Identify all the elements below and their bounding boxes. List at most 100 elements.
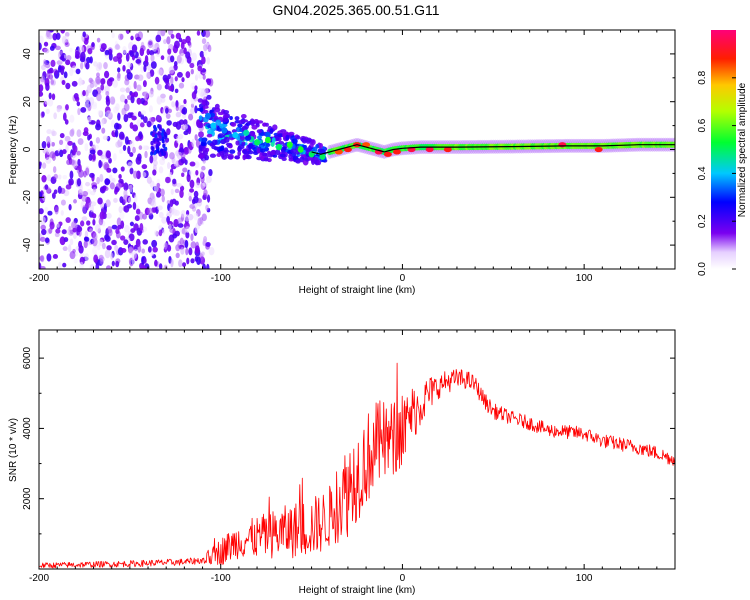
heatmap-noise-cell	[202, 94, 206, 101]
heatmap-cell	[265, 122, 269, 127]
heatmap-noise-cell	[173, 61, 178, 67]
x-tick-label: 0	[400, 573, 406, 584]
heatmap-noise-cell	[75, 96, 80, 102]
heatmap-noise-cell	[124, 136, 129, 145]
heatmap-noise-cell	[140, 97, 145, 105]
heatmap-peak	[275, 143, 282, 151]
heatmap-noise-cell	[128, 246, 134, 255]
heatmap-noise-cell	[39, 35, 44, 44]
heatmap-cell	[242, 119, 249, 123]
heatmap-noise-cell	[88, 77, 93, 84]
heatmap-noise-cell	[148, 90, 154, 98]
heatmap-noise-cell	[125, 30, 130, 35]
heatmap-noise-cell	[82, 131, 89, 137]
heatmap-noise-cell	[167, 48, 172, 55]
heatmap-noise-cell	[152, 246, 158, 253]
heatmap-noise-cell	[170, 258, 174, 268]
heatmap-noise-cell	[87, 48, 93, 55]
heatmap-noise-cell	[175, 252, 180, 259]
heatmap-cell	[219, 146, 224, 151]
heatmap-noise-cell	[167, 82, 171, 91]
heatmap-cell	[151, 132, 155, 138]
heatmap-cell	[270, 149, 277, 156]
heatmap-noise-cell	[131, 115, 137, 121]
heatmap-noise-cell	[51, 141, 55, 147]
heatmap-noise-cell	[157, 68, 163, 76]
heatmap-noise-cell	[67, 244, 72, 253]
heatmap-noise-cell	[96, 93, 102, 102]
heatmap-noise-cell	[201, 213, 207, 222]
heatmap-noise-cell	[143, 91, 149, 99]
heatmap-noise-cell	[124, 224, 130, 233]
heatmap-noise-cell	[45, 82, 50, 92]
heatmap-noise-cell	[39, 236, 46, 242]
heatmap-noise-cell	[85, 203, 91, 208]
heatmap-noise-cell	[48, 67, 54, 74]
heatmap-noise-cell	[69, 47, 73, 53]
heatmap-cell	[225, 142, 233, 147]
heatmap-noise-cell	[203, 44, 208, 52]
heatmap-noise-cell	[89, 228, 94, 234]
heatmap-noise-cell	[111, 260, 115, 267]
heatmap-noise-cell	[185, 35, 191, 44]
heatmap-noise-cell	[95, 123, 102, 131]
heatmap-noise-cell	[196, 256, 201, 265]
heatmap-noise-cell	[175, 111, 182, 118]
heatmap-noise-cell	[118, 205, 123, 214]
heatmap-noise-cell	[111, 239, 117, 246]
heatmap-cell	[316, 160, 322, 166]
heatmap-noise-cell	[114, 129, 119, 138]
heatmap-noise-cell	[172, 121, 178, 128]
heatmap-cell	[288, 131, 295, 136]
heatmap-noise-cell	[76, 150, 81, 156]
heatmap-noise-cell	[132, 146, 136, 154]
heatmap-noise-cell	[135, 36, 141, 42]
heatmap-noise-cell	[123, 113, 129, 123]
heatmap-cell	[201, 137, 208, 143]
heatmap-noise-cell	[179, 189, 184, 198]
heatmap-noise-cell	[44, 100, 50, 105]
heatmap-noise-cell	[49, 218, 54, 226]
heatmap-noise-cell	[113, 122, 120, 130]
heatmap-peak	[392, 149, 401, 155]
heatmap-noise-cell	[103, 70, 110, 79]
y-tick-label: -20	[22, 190, 33, 205]
heatmap-noise-cell	[185, 71, 191, 79]
heatmap-noise-cell	[185, 231, 190, 239]
heatmap-noise-cell	[62, 174, 68, 180]
heatmap-noise-cell	[93, 254, 99, 263]
heatmap-noise-cell	[101, 127, 106, 134]
heatmap-cell	[229, 116, 233, 121]
heatmap-noise-cell	[64, 32, 70, 38]
heatmap-noise-cell	[100, 83, 105, 91]
heatmap-noise-cell	[147, 64, 152, 71]
heatmap-noise-cell	[181, 77, 185, 83]
heatmap-cell	[229, 149, 236, 154]
heatmap-noise-cell	[89, 149, 96, 155]
heatmap-noise-cell	[167, 30, 174, 36]
heatmap-noise-cell	[180, 209, 186, 218]
heatmap-peak	[443, 146, 452, 153]
heatmap-noise-cell	[82, 190, 89, 197]
heatmap-noise-cell	[42, 193, 47, 202]
heatmap-noise-cell	[98, 217, 104, 226]
heatmap-noise-cell	[161, 195, 165, 203]
heatmap-noise-cell	[127, 161, 133, 169]
heatmap-noise-cell	[171, 101, 175, 108]
heatmap-noise-cell	[119, 33, 124, 40]
heatmap-noise-cell	[112, 153, 117, 162]
heatmap-noise-cell	[208, 246, 215, 256]
heatmap-noise-cell	[137, 74, 144, 81]
heatmap-noise-cell	[198, 73, 203, 79]
heatmap-noise-cell	[197, 65, 203, 72]
heatmap-noise-cell	[40, 265, 46, 269]
heatmap-cell	[223, 147, 229, 152]
heatmap-cell	[282, 146, 287, 151]
heatmap-cell	[234, 116, 240, 121]
heatmap-noise-cell	[177, 223, 184, 228]
heatmap-cell	[199, 107, 204, 113]
heatmap-noise-cell	[158, 229, 163, 237]
heatmap-noise-cell	[92, 246, 98, 255]
heatmap-noise-cell	[96, 244, 101, 251]
